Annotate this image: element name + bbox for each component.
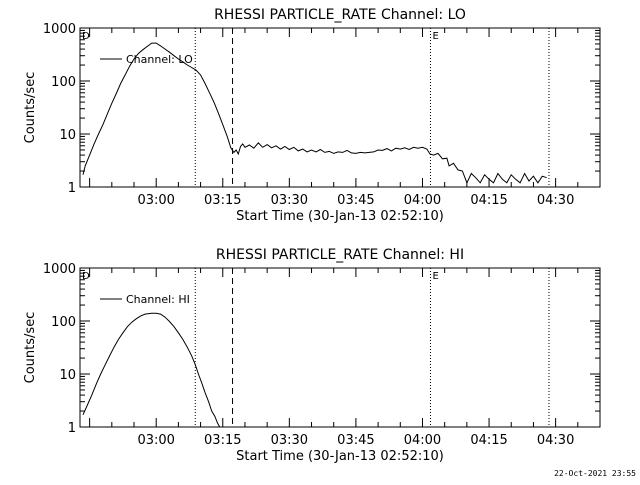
- x-tick-label: 03:15: [204, 193, 241, 208]
- x-tick-label: 04:00: [404, 193, 441, 208]
- x-tick-label: 04:15: [470, 193, 507, 208]
- x-tick-label: 03:30: [271, 433, 308, 448]
- y-tick-label: 10: [59, 368, 76, 383]
- legend-entry: Channel: LO: [126, 53, 193, 66]
- x-tick-label: 04:15: [470, 433, 507, 448]
- plot-frame: [79, 267, 601, 428]
- legend-entry: Channel: HI: [126, 293, 190, 306]
- corner-label-left: D: [82, 271, 90, 282]
- x-tick-label: 03:00: [137, 433, 174, 448]
- x-axis-label: Start Time (30-Jan-13 02:52:10): [236, 209, 444, 224]
- plot-frame: [79, 27, 601, 188]
- chart-title: RHESSI PARTICLE_RATE Channel: LO: [214, 7, 466, 23]
- x-tick-label: 03:45: [337, 433, 374, 448]
- y-tick-label: 1000: [43, 262, 76, 277]
- timestamp-label: 22-Oct-2021 23:55: [554, 469, 636, 478]
- y-tick-label: 1: [68, 421, 76, 436]
- chart-title: RHESSI PARTICLE_RATE Channel: HI: [216, 247, 464, 263]
- x-tick-label: 03:45: [337, 193, 374, 208]
- corner-label-right: E: [432, 31, 438, 42]
- y-tick-label: 1000: [43, 22, 76, 37]
- series-line: [82, 42, 547, 185]
- y-axis-label: Counts/sec: [23, 312, 38, 384]
- x-tick-label: 03:30: [271, 193, 308, 208]
- series-line: [82, 312, 221, 427]
- y-tick-label: 1: [68, 181, 76, 196]
- x-tick-label: 04:30: [537, 433, 574, 448]
- chart-panel-lo: RHESSI PARTICLE_RATE Channel: LO D E 1 10 100…: [23, 7, 601, 224]
- x-tick-label: 04:00: [404, 433, 441, 448]
- x-tick-label: 03:15: [204, 433, 241, 448]
- y-tick-label: 100: [51, 315, 76, 330]
- corner-label-left: D: [82, 31, 90, 42]
- chart-panel-hi: RHESSI PARTICLE_RATE Channel: HI D E 1 10 100…: [23, 247, 601, 464]
- x-axis-label: Start Time (30-Jan-13 02:52:10): [236, 449, 444, 464]
- y-tick-label: 100: [51, 75, 76, 90]
- y-tick-label: 10: [59, 128, 76, 143]
- x-tick-label: 03:00: [137, 193, 174, 208]
- x-tick-label: 04:30: [537, 193, 574, 208]
- corner-label-right: E: [432, 271, 438, 282]
- y-axis-label: Counts/sec: [23, 72, 38, 144]
